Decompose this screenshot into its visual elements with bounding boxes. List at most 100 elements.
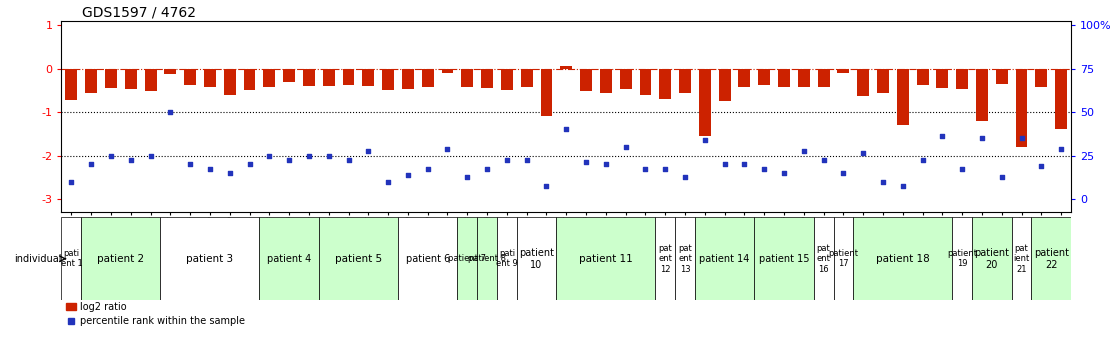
Point [379,179,397,185]
Point [577,159,595,165]
Point [676,175,694,180]
Bar [144,69,157,91]
Text: individual: individual [15,254,61,264]
Bar [695,217,755,300]
Bar [498,217,517,300]
Text: patient 2: patient 2 [97,254,144,264]
Point [1032,164,1050,169]
Bar [560,66,572,69]
Bar [798,69,809,87]
Point [756,166,774,171]
Point [438,146,456,152]
Bar [303,69,315,86]
Bar [660,69,671,99]
Point [518,157,536,163]
Bar [1035,69,1048,87]
Bar [814,217,834,300]
Point [954,166,972,171]
Bar [699,69,711,136]
Bar [996,69,1007,84]
Text: patient 15: patient 15 [759,254,809,264]
Point [161,109,179,115]
Point [1013,136,1031,141]
Bar [1012,217,1032,300]
Point [834,170,852,176]
Point [557,127,575,132]
Text: patient 3: patient 3 [187,254,234,264]
Bar [398,217,457,300]
Bar [953,217,972,300]
Bar [105,69,117,88]
Point [260,153,278,158]
Point [934,133,951,139]
Point [736,161,754,167]
Bar [739,69,750,87]
Point [479,166,496,171]
Text: pat
ent
12: pat ent 12 [659,244,672,274]
Point [656,166,674,171]
Bar [319,217,398,300]
Bar [853,217,953,300]
Point [300,153,318,158]
Point [1052,146,1070,152]
Text: pat
ient
21: pat ient 21 [1013,244,1030,274]
Point [142,153,160,158]
Bar [362,69,375,86]
Text: pati
ent 9: pati ent 9 [496,249,518,268]
Bar [1032,217,1071,300]
Bar [421,69,434,87]
Bar [125,69,136,89]
Bar [161,217,259,300]
Point [359,148,377,154]
Point [399,172,417,178]
Bar [477,217,498,300]
Bar [639,69,652,95]
Text: patient
22: patient 22 [1034,248,1069,269]
Bar [619,69,632,89]
Bar [719,69,730,101]
Point [913,157,931,163]
Text: patient 11: patient 11 [579,254,633,264]
Point [695,138,713,143]
Bar [521,69,532,87]
Bar [224,69,236,95]
Point [201,166,219,171]
Text: patient 18: patient 18 [875,254,930,264]
Bar [1015,69,1027,147]
Bar [858,69,869,96]
Bar [600,69,612,92]
Bar [755,217,814,300]
Point [102,153,120,158]
Bar [679,69,691,92]
Point [281,157,299,163]
Point [893,183,911,189]
Point [63,179,80,185]
Bar [675,217,695,300]
Point [83,161,101,167]
Text: patient
19: patient 19 [947,249,977,268]
Bar [557,217,655,300]
Point [320,153,338,158]
Bar [937,69,948,88]
Point [716,161,733,167]
Bar [402,69,414,89]
Point [597,161,615,167]
Bar [778,69,790,87]
Point [458,175,476,180]
Bar [897,69,909,125]
Bar [758,69,770,85]
Point [122,157,140,163]
Bar [481,69,493,88]
Point [617,144,635,150]
Text: patient 5: patient 5 [335,254,382,264]
Text: patient 4: patient 4 [267,254,311,264]
Bar [837,69,850,73]
Point [636,166,654,171]
Text: patient
20: patient 20 [975,248,1010,269]
Point [993,175,1011,180]
Text: pat
ent
13: pat ent 13 [679,244,692,274]
Bar [85,69,97,92]
Text: patient 6: patient 6 [406,254,449,264]
Bar [917,69,929,85]
Bar [283,69,295,82]
